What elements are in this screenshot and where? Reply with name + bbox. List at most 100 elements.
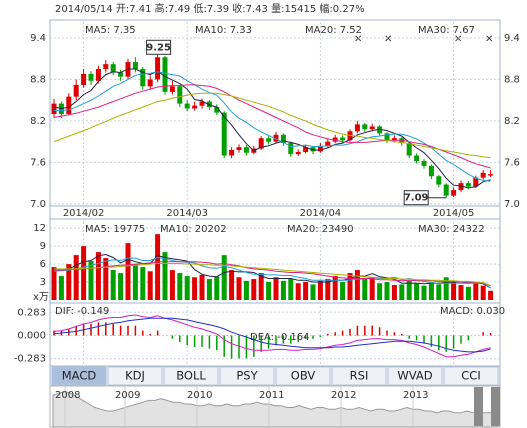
volume-bar [288, 279, 294, 300]
candle-body [184, 103, 190, 109]
candle-body [354, 124, 360, 132]
tab-label: OBV [291, 369, 316, 383]
candle-body [428, 165, 434, 177]
volume-bar [458, 285, 464, 300]
volume-bar [465, 286, 471, 300]
scroll-handle[interactable] [491, 387, 500, 426]
tab[interactable]: RSI [331, 366, 387, 386]
year-label: 2010 [187, 390, 212, 401]
legend-entry: MA5: 7.35 [85, 25, 136, 36]
y-tick-label: 7.0 [504, 199, 520, 210]
volume-bar [125, 243, 131, 300]
tab-label: PSY [236, 369, 258, 383]
volume-bar [147, 271, 153, 300]
tab[interactable]: KDJ [107, 366, 163, 386]
volume-bar [488, 290, 494, 300]
candle-body [310, 147, 316, 152]
candle-body [421, 161, 427, 166]
volume-bar [480, 285, 486, 300]
candle-body [325, 141, 331, 146]
candle-body [81, 73, 87, 85]
candle-body [206, 101, 212, 108]
volume-bar [443, 277, 449, 300]
legend-entry: MA20: 7.52 [305, 25, 362, 36]
x-tick-label: 2014/03 [166, 208, 208, 219]
volume-bar [451, 282, 457, 300]
candle-body [391, 138, 397, 141]
volume-bar [73, 255, 79, 300]
series-line [54, 71, 491, 182]
volume-bar [66, 264, 72, 300]
legend-entry: MA20: 23490 [287, 224, 354, 235]
volume-bar [251, 279, 257, 300]
legend-entry: DEA: -0.164 [250, 332, 309, 343]
year-label: 2012 [331, 390, 356, 401]
x-tick-label: 2014/04 [300, 208, 342, 219]
legend-entry: MA30: 24322 [418, 224, 485, 235]
volume-bar [325, 279, 331, 300]
tab[interactable]: WVAD [387, 366, 443, 386]
volume-bar [192, 277, 198, 300]
tab[interactable]: BOLL [163, 366, 219, 386]
candle-body [103, 64, 109, 70]
candle-body [465, 183, 471, 187]
legend-entry: MA10: 20202 [160, 224, 227, 235]
y-tick-label: 8.2 [30, 116, 46, 127]
candle-body [140, 69, 146, 87]
candle-body [340, 137, 346, 141]
volume-bar [221, 255, 227, 300]
candle-body [155, 57, 161, 80]
candle-body [406, 143, 412, 156]
overview-area [52, 390, 498, 428]
x-tick-label: 2014/02 [63, 208, 105, 219]
volume-bar [103, 258, 109, 300]
volume-bar [340, 282, 346, 300]
volume-bar [162, 252, 168, 300]
tab-background [387, 366, 443, 386]
volume-bar [473, 282, 479, 300]
volume-bar [428, 282, 434, 300]
volume-bar [414, 283, 420, 300]
y-tick-label: 3 [40, 277, 46, 288]
series-line [53, 84, 491, 169]
tab[interactable]: OBV [275, 366, 331, 386]
tab-label: RSI [350, 369, 369, 383]
candle-body [177, 86, 183, 104]
y-tick-label: 0.000 [17, 331, 46, 342]
volume-bar [310, 284, 316, 300]
tab[interactable]: MACD [51, 366, 107, 386]
max-box [146, 39, 172, 55]
marker: ✕ [354, 34, 362, 45]
volume-bar [354, 270, 360, 300]
volume-bar [280, 280, 286, 300]
series-line [53, 317, 491, 353]
tab-background [275, 366, 331, 386]
volume-bar [155, 234, 161, 300]
y-tick-label: -0.283 [14, 354, 46, 365]
candle-body [384, 133, 390, 141]
candle-body [229, 149, 235, 156]
scroll-handle[interactable] [474, 387, 483, 426]
volume-bar [295, 283, 301, 300]
volume-bar [332, 276, 338, 300]
volume-bar [206, 279, 212, 300]
volume-bar [214, 276, 220, 300]
candle-body [414, 155, 420, 162]
candle-body [369, 126, 375, 130]
volume-bar [199, 274, 205, 300]
volume-bar [236, 277, 242, 300]
series-line [53, 68, 491, 189]
volume-bar [362, 279, 368, 300]
candle-body [332, 137, 338, 142]
series-line [53, 92, 491, 159]
volume-bar [118, 273, 124, 300]
candle-body [362, 124, 368, 130]
candle-body [199, 101, 205, 106]
tab-label: BOLL [176, 369, 206, 383]
max-label: 9.25 [146, 42, 171, 53]
volume-bar [110, 270, 116, 300]
tab[interactable]: CCI [443, 366, 499, 386]
candle-body [243, 147, 249, 153]
tab[interactable]: PSY [219, 366, 275, 386]
year-label: 2008 [55, 390, 80, 401]
